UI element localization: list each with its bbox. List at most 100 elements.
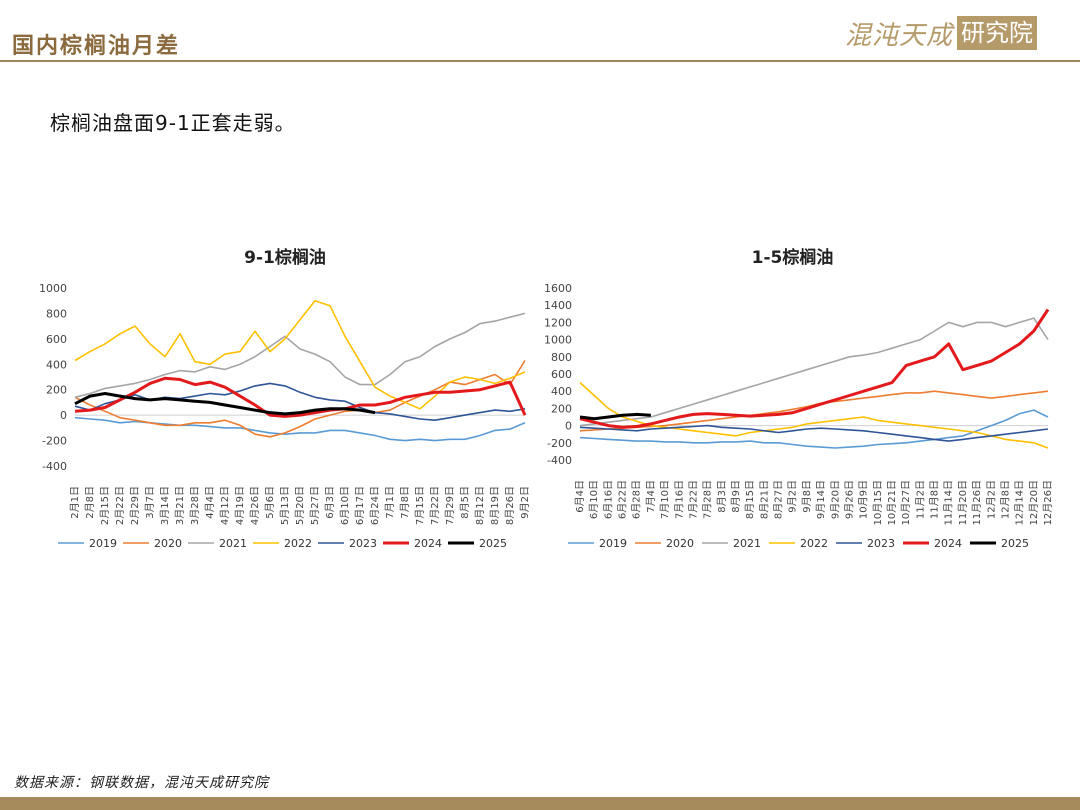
legend-label-2024: 2024	[934, 537, 962, 550]
y-tick-label: 600	[46, 333, 67, 346]
x-tick-label: 2月1日	[69, 486, 81, 519]
x-tick-label: 4月26日	[249, 486, 261, 525]
x-tick-label: 9月20日	[829, 480, 841, 519]
x-tick-label: 5月20日	[294, 486, 306, 525]
chart-9-1-palm-oil: 9-1棕榈油 -400 -200 0 200 400 600 800 1000 2月1日 2月8日…	[25, 238, 545, 558]
x-tick-label: 9月14日	[815, 480, 827, 519]
legend-label-2023: 2023	[867, 537, 895, 550]
y-tick-label: 1600	[544, 282, 572, 295]
legend-label-2022: 2022	[284, 537, 312, 550]
legend-label-2025: 2025	[1001, 537, 1029, 550]
x-tick-label: 2月22日	[114, 486, 126, 525]
x-tick-label: 8月3日	[716, 480, 728, 513]
y-tick-label: 1000	[39, 282, 67, 295]
legend-label-2023: 2023	[349, 537, 377, 550]
x-tick-label: 6月28日	[631, 480, 643, 519]
x-tick-label: 5月6日	[264, 486, 276, 519]
x-tick-label: 6月10日	[339, 486, 351, 525]
legend-label-2020: 2020	[154, 537, 182, 550]
legend-label-2024: 2024	[414, 537, 442, 550]
y-tick-label: -400	[547, 454, 572, 467]
x-tick-label: 7月8日	[399, 486, 411, 519]
series-line-2019	[579, 409, 1049, 449]
legend-label-2020: 2020	[666, 537, 694, 550]
header: 国内棕榈油月差 混沌天成 研究院	[0, 0, 1080, 62]
header-divider	[0, 60, 1080, 62]
series-line-2021	[579, 317, 1049, 427]
x-tick-label: 2月29日	[129, 486, 141, 525]
legend-label-2022: 2022	[800, 537, 828, 550]
x-tick-label: 9月2日	[519, 486, 531, 519]
x-tick-label: 2月15日	[99, 486, 111, 525]
series-line-2024	[579, 308, 1050, 429]
x-tick-label: 12月26日	[1042, 480, 1054, 525]
x-tick-label: 4月19日	[234, 486, 246, 525]
x-tick-label: 8月27日	[773, 480, 785, 519]
x-tick-label: 11月26日	[971, 480, 983, 525]
chart-svg: -400 -200 0 200 400 600 800 1000 1200 1400 1600 6月4…	[544, 282, 1054, 550]
series-line-2022	[579, 382, 1049, 449]
chart-1-5-palm-oil: 1-5棕榈油 -400 -200 0 200 400 600 800 1000 1200 1400…	[530, 238, 1055, 558]
y-tick-label: 200	[46, 384, 67, 397]
chart-title: 9-1棕榈油	[244, 248, 326, 268]
x-tick-label: 7月22日	[687, 480, 699, 519]
x-tick-label: 11月14日	[943, 480, 955, 525]
x-tick-label: 10月15日	[872, 480, 884, 525]
legend-label-2025: 2025	[479, 537, 507, 550]
y-tick-label: 0	[60, 409, 67, 422]
x-tick-label: 8月19日	[489, 486, 501, 525]
legend-label-2021: 2021	[219, 537, 247, 550]
x-tick-label: 3月14日	[159, 486, 171, 525]
x-tick-label: 6月16日	[602, 480, 614, 519]
x-tick-label: 12月2日	[985, 480, 997, 519]
slide-subtitle: 棕榈油盘面9-1正套走弱。	[50, 111, 296, 135]
x-tick-label: 4月12日	[219, 486, 231, 525]
y-tick-label: 800	[551, 351, 572, 364]
x-tick-label: 8月21日	[758, 480, 770, 519]
x-tick-label: 6月22日	[617, 480, 629, 519]
x-tick-label: 11月8日	[929, 480, 941, 519]
x-tick-label: 6月3日	[324, 486, 336, 519]
x-tick-label: 7月29日	[444, 486, 456, 525]
data-source-note: 数据来源：钢联数据，混沌天成研究院	[14, 775, 269, 791]
page-title: 国内棕榈油月差	[12, 33, 181, 59]
series-line-2024	[74, 376, 527, 418]
brand-logo: 混沌天成 研究院	[845, 14, 1038, 52]
y-tick-label: -400	[42, 460, 67, 473]
x-tick-label: 3月21日	[174, 486, 186, 525]
y-tick-label: 1400	[544, 299, 572, 312]
x-tick-label: 7月28日	[702, 480, 714, 519]
x-tick-label: 3月7日	[144, 486, 156, 519]
legend-label-2019: 2019	[599, 537, 627, 550]
y-tick-label: 800	[46, 307, 67, 320]
x-tick-label: 8月26日	[504, 486, 516, 525]
x-tick-label: 8月12日	[474, 486, 486, 525]
y-tick-label: 600	[551, 368, 572, 381]
series-line-2023	[579, 424, 1049, 442]
x-tick-label: 2月8日	[84, 486, 96, 519]
y-tick-label: 400	[551, 385, 572, 398]
x-tick-label: 6月24日	[369, 486, 381, 525]
logo-box: 研究院	[957, 16, 1038, 50]
x-tick-label: 8月15日	[744, 480, 756, 519]
x-tick-label: 7月1日	[384, 486, 396, 519]
chart-title: 1-5棕榈油	[751, 248, 834, 268]
series-line-2025	[74, 392, 376, 416]
x-tick-label: 10月27日	[900, 480, 912, 525]
x-tick-label: 6月17日	[354, 486, 366, 525]
x-tick-label: 8月5日	[459, 486, 471, 519]
y-tick-label: 1000	[544, 334, 572, 347]
x-tick-label: 10月21日	[886, 480, 898, 525]
x-tick-label: 9月26日	[843, 480, 855, 519]
legend-label-2019: 2019	[89, 537, 117, 550]
series-line-2025	[579, 412, 651, 421]
footer-bar	[0, 797, 1080, 810]
logo-text: 混沌天成	[845, 20, 954, 51]
x-tick-label: 7月10日	[659, 480, 671, 519]
x-tick-label: 7月4日	[645, 480, 657, 513]
x-tick-label: 8月9日	[730, 480, 742, 513]
x-tick-label: 10月9日	[858, 480, 870, 519]
x-tick-label: 11月2日	[914, 480, 926, 519]
series-line-2021	[74, 312, 526, 399]
x-tick-label: 3月28日	[189, 486, 201, 525]
